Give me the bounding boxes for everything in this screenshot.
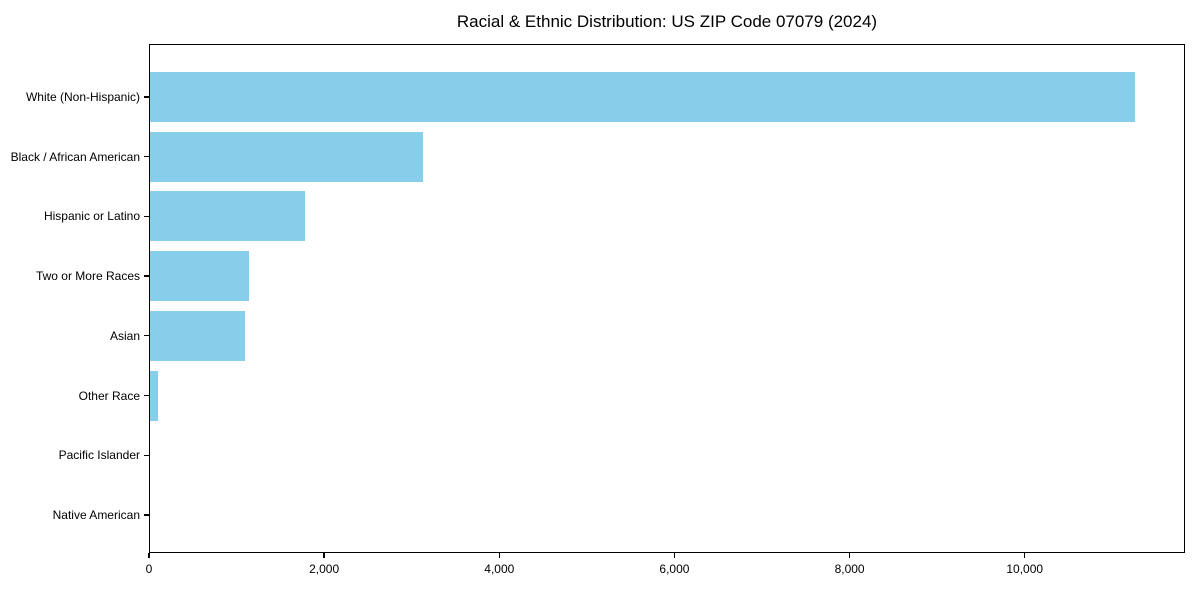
y-label-two-or-more-races: Two or More Races — [35, 269, 140, 284]
x-tick-2000 — [323, 553, 325, 558]
bar-white-non-hispanic — [149, 72, 1136, 122]
y-label-black-african-american: Black / African American — [10, 149, 140, 164]
x-tick-label-10000: 10,000 — [1006, 562, 1044, 576]
y-tick-native-american — [144, 514, 149, 516]
y-tick-white-non-hispanic — [144, 96, 149, 98]
bar-other-race — [149, 370, 158, 421]
y-tick-asian — [144, 335, 149, 337]
y-label-native-american: Native American — [52, 507, 140, 522]
bar-hispanic-or-latino — [149, 191, 305, 242]
y-label-hispanic-or-latino: Hispanic or Latino — [43, 209, 140, 224]
bar-asian — [149, 310, 246, 361]
y-label-other-race: Other Race — [78, 388, 140, 403]
chart-title: Racial & Ethnic Distribution: US ZIP Cod… — [456, 12, 878, 31]
y-label-white-non-hispanic: White (Non-Hispanic) — [25, 90, 140, 104]
y-tick-pacific-islander — [144, 454, 149, 456]
x-tick-6000 — [673, 553, 676, 558]
y-label-pacific-islander: Pacific Islander — [58, 448, 140, 463]
x-tick-label-8000: 8,000 — [834, 562, 865, 576]
x-tick-0 — [148, 553, 150, 558]
bar-two-or-more-races — [149, 251, 249, 302]
y-tick-other-race — [144, 394, 149, 397]
x-tick-label-0: 0 — [145, 562, 153, 576]
x-tick-label-4000: 4,000 — [484, 562, 515, 576]
x-tick-8000 — [848, 553, 851, 558]
bar-black-african-american — [149, 131, 424, 182]
x-tick-label-2000: 2,000 — [309, 562, 340, 576]
y-tick-black-african-american — [144, 156, 149, 158]
y-tick-two-or-more-races — [144, 275, 149, 277]
y-label-asian: Asian — [109, 328, 140, 343]
x-tick-label-6000: 6,000 — [659, 562, 690, 576]
plot-area — [149, 44, 1185, 553]
x-tick-4000 — [498, 553, 500, 558]
x-tick-10000 — [1024, 553, 1026, 558]
y-tick-hispanic-or-latino — [144, 215, 149, 218]
